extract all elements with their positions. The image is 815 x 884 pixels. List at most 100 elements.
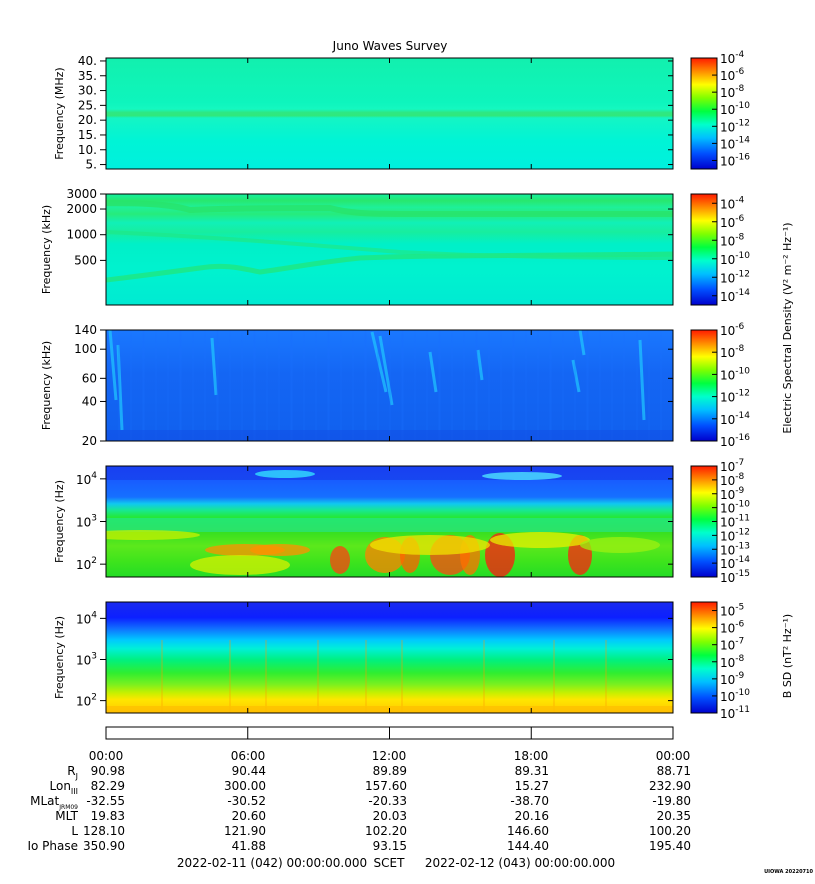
panel-1-spectrogram	[106, 58, 673, 169]
panel-3-ylabel: Frequency (kHz)	[40, 341, 53, 430]
ephemeris-row-label: LonIII	[50, 779, 79, 796]
colorbar-4-label: 10-10	[720, 500, 750, 516]
time-tick-label: 06:00	[231, 749, 266, 763]
panel-3-ytick-label: 20	[82, 434, 97, 448]
colorbar-5-label: 10-10	[720, 688, 750, 704]
panel-2	[106, 194, 673, 305]
panel-3-ytick-label: 40	[82, 394, 97, 408]
colorbar-layer: 10-410-610-810-1010-1210-1410-1610-410-6…	[690, 50, 750, 721]
ephemeris-value: 19.83	[91, 809, 125, 823]
ephemeris-value: 195.40	[649, 839, 691, 853]
colorbar-2-label: 10-6	[720, 214, 745, 230]
ephemeris-value: 90.98	[91, 764, 125, 778]
ephemeris-value: -20.33	[368, 794, 407, 808]
time-tick-label: 00:00	[89, 749, 124, 763]
colorbar-4-label: 10-11	[720, 514, 750, 530]
emission-burst	[255, 470, 315, 478]
burst-streak	[428, 351, 438, 393]
emission-band-middle	[106, 230, 673, 260]
ephemeris-value: 146.60	[507, 824, 549, 838]
colorbar-3-label: 10-14	[720, 411, 750, 427]
colorbar-2-label: 10-14	[720, 288, 750, 304]
ephemeris-value: 144.40	[507, 839, 549, 853]
burst-streak	[638, 339, 646, 421]
emission-burst	[106, 530, 200, 540]
colorbar-4-label: 10-12	[720, 527, 750, 543]
ephemeris-value: 41.88	[232, 839, 266, 853]
colorbar-2-label: 10-10	[720, 251, 750, 267]
colorbar-1-label: 10-10	[720, 101, 750, 117]
scet-start: 2022-02-11 (042) 00:00:00.000	[177, 856, 367, 870]
panel-1-ytick-label: 35.	[78, 69, 97, 83]
emission-band-upper	[106, 200, 673, 218]
panel-1-ytick-label: 30.	[78, 84, 97, 98]
colorbar-1-label: 10-6	[720, 67, 745, 83]
colorbar-4-label: 10-15	[720, 569, 750, 585]
ephemeris-row-label: MLT	[55, 809, 78, 823]
emission-burst	[580, 537, 660, 553]
panel-5-ylabel: Frequency (Hz)	[53, 616, 66, 699]
panel-1-ytick-label: 25.	[78, 98, 97, 112]
panel-4	[106, 466, 673, 577]
colorbar-4-label: 10-7	[720, 458, 744, 474]
panel-2-ytick-label: 500	[74, 253, 97, 267]
panel-3-ytick-label: 60	[82, 371, 97, 385]
ephemeris-value: 20.60	[232, 809, 266, 823]
colorbar-4-label: 10-8	[720, 472, 745, 488]
time-tick-label: 12:00	[372, 749, 407, 763]
panel-1	[106, 58, 673, 169]
figure-title: Juno Waves Survey	[332, 39, 448, 53]
burst-streak	[578, 330, 586, 356]
colorbar-2-label: 10-8	[720, 232, 745, 248]
ephemeris-value: 15.27	[515, 779, 549, 793]
colorbar-1-label: 10-14	[720, 135, 750, 151]
ephemeris-row-label: Io Phase	[27, 839, 78, 853]
colorbar-label-magnetic: B SD (nT² Hz⁻¹)	[781, 614, 794, 698]
ephemeris-value: 157.60	[365, 779, 407, 793]
colorbar-5-label: 10-8	[720, 654, 745, 670]
ephemeris-value: 232.90	[649, 779, 691, 793]
scet-end: 2022-02-12 (043) 00:00:00.000	[425, 856, 615, 870]
ephemeris-row-label: RJ	[67, 764, 78, 781]
ephemeris-row-label: L	[71, 824, 78, 838]
colorbar-5-label: 10-11	[720, 705, 750, 721]
panel-2-ylabel: Frequency (kHz)	[40, 205, 53, 294]
emission-burst	[330, 546, 350, 574]
panel-3-ytick-label: 100	[74, 342, 97, 356]
ephemeris-value: 88.71	[657, 764, 691, 778]
scet-label: SCET	[374, 856, 406, 870]
colorbar-3-label: 10-10	[720, 366, 750, 382]
panel-3-bursts	[106, 330, 673, 441]
emission-burst	[482, 472, 562, 480]
ephemeris-value: 300.00	[224, 779, 266, 793]
ephemeris-value: 90.44	[232, 764, 266, 778]
ephemeris-value: 82.29	[91, 779, 125, 793]
panel-3-ytick-label: 140	[74, 323, 97, 337]
colorbar-5-label: 10-9	[720, 671, 745, 687]
emission-burst	[190, 555, 290, 575]
emission-burst	[490, 532, 590, 548]
panel-4-ylabel: Frequency (Hz)	[53, 480, 66, 563]
corner-version-label: UIOWA 20220710	[764, 869, 813, 875]
ephemeris-value: -32.55	[86, 794, 125, 808]
colorbar-1	[690, 57, 718, 170]
panel-5	[106, 602, 673, 713]
colorbar-1-label: 10-16	[720, 152, 750, 168]
emission-burst	[370, 535, 490, 555]
colorbar-5-label: 10-6	[720, 620, 745, 636]
ephemeris-value: -38.70	[510, 794, 549, 808]
ephemeris-value: 20.35	[657, 809, 691, 823]
colorbar-5	[690, 601, 718, 714]
colorbar-1-label: 10-4	[720, 50, 745, 66]
panel-5-ytick-label: 104	[76, 610, 97, 626]
burst-streak	[108, 330, 118, 401]
colorbar-1-label: 10-12	[720, 118, 750, 134]
panel-1-ytick-label: 40.	[78, 54, 97, 68]
panel-2-emission-bands	[106, 200, 673, 283]
colorbar-3	[690, 329, 718, 442]
ephemeris-row-label: MLatJRM09	[30, 794, 78, 811]
ephemeris-value: -30.52	[227, 794, 266, 808]
colorbar-2-label: 10-12	[720, 269, 750, 285]
panel-1-ytick-label: 10.	[78, 143, 97, 157]
axes-layer: 5.10.15.20.25.30.35.40. Frequency (MHz) 50…	[40, 54, 674, 714]
